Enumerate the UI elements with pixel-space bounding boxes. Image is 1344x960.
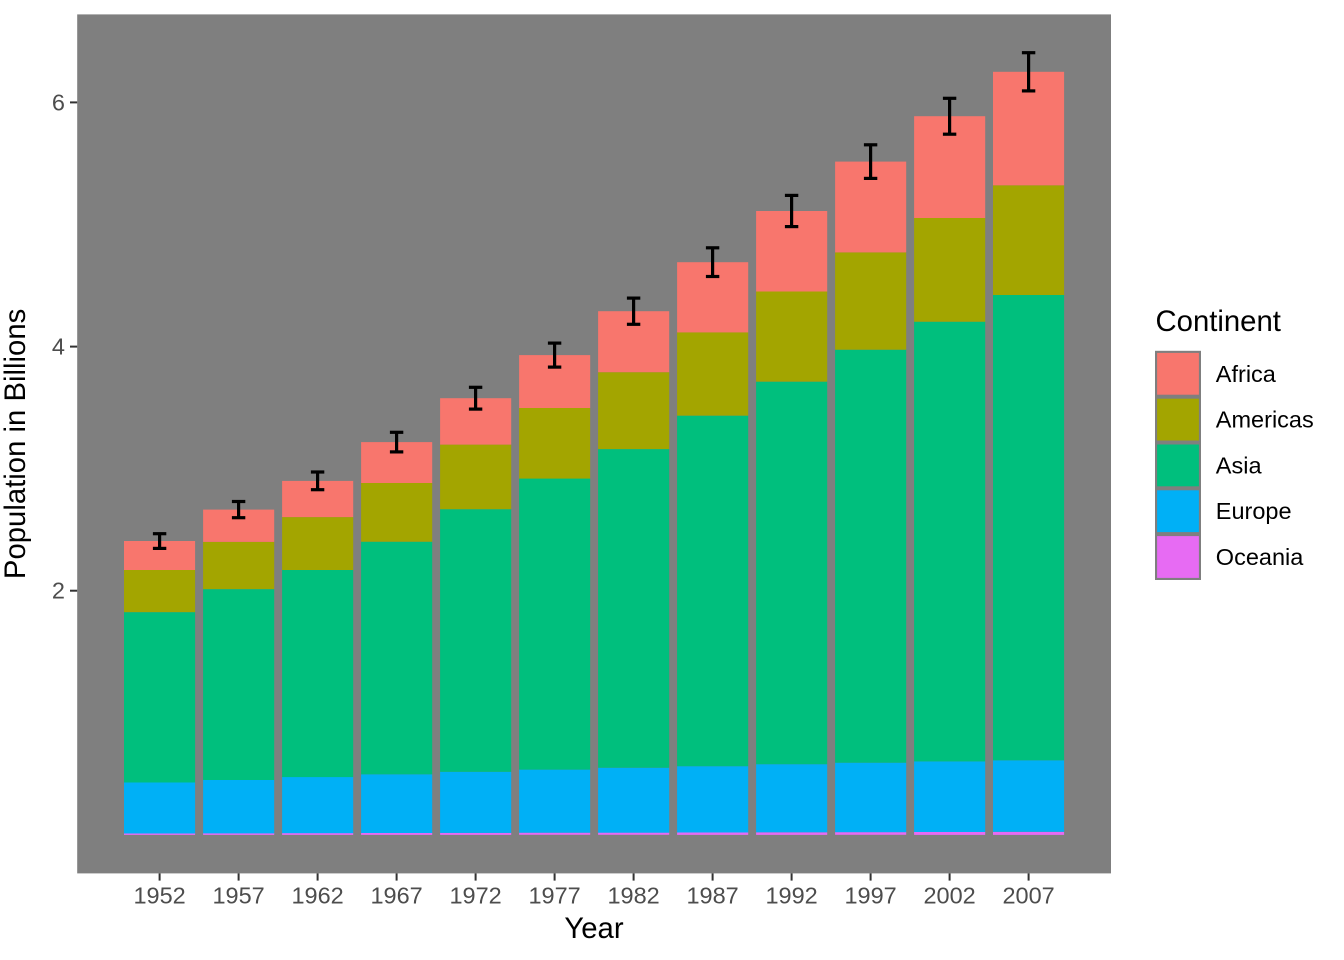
svg-text:1982: 1982	[607, 883, 659, 909]
svg-text:Oceania: Oceania	[1216, 544, 1304, 570]
svg-text:2: 2	[52, 578, 65, 604]
svg-text:Americas: Americas	[1216, 407, 1314, 433]
svg-text:4: 4	[52, 334, 65, 360]
svg-text:1987: 1987	[686, 883, 738, 909]
svg-text:Year: Year	[564, 912, 623, 945]
svg-text:6: 6	[52, 89, 65, 115]
svg-text:Africa: Africa	[1216, 361, 1277, 387]
svg-text:Asia: Asia	[1216, 452, 1263, 478]
svg-text:1977: 1977	[528, 883, 580, 909]
svg-text:1957: 1957	[212, 883, 264, 909]
svg-text:1997: 1997	[844, 883, 896, 909]
svg-text:1992: 1992	[765, 883, 817, 909]
svg-text:1952: 1952	[133, 883, 185, 909]
svg-text:Continent: Continent	[1156, 305, 1281, 338]
svg-text:2002: 2002	[923, 883, 975, 909]
svg-text:Europe: Europe	[1216, 498, 1292, 524]
svg-text:2007: 2007	[1002, 883, 1054, 909]
svg-text:1967: 1967	[370, 883, 422, 909]
svg-text:1962: 1962	[291, 883, 343, 909]
svg-text:Population in Billions: Population in Billions	[0, 309, 32, 579]
svg-text:1972: 1972	[449, 883, 501, 909]
